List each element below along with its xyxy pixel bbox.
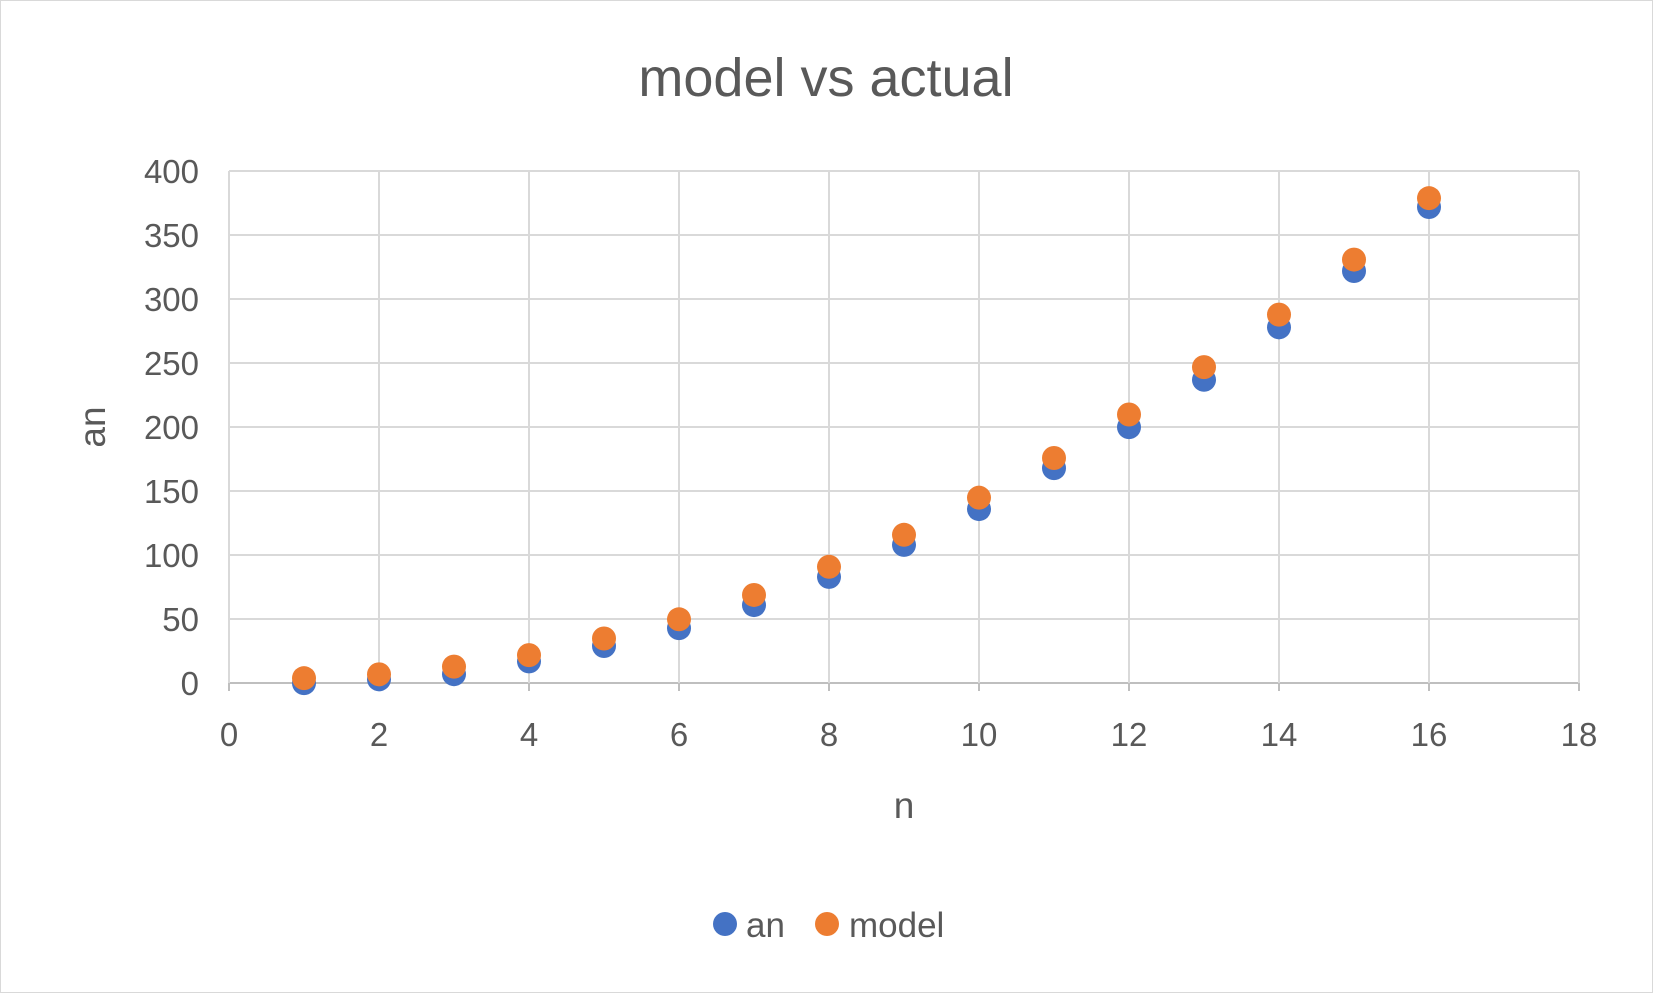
series-an xyxy=(292,195,1441,695)
x-tick-label: 10 xyxy=(961,716,998,753)
x-axis-label: n xyxy=(894,785,915,826)
legend-label-an: an xyxy=(746,906,785,945)
data-point-model xyxy=(1192,355,1216,379)
y-tick-label: 150 xyxy=(144,473,199,510)
data-point-model xyxy=(517,643,541,667)
data-point-model xyxy=(1117,402,1141,426)
data-point-model xyxy=(817,555,841,579)
y-tick-label: 50 xyxy=(162,601,199,638)
y-tick-label: 250 xyxy=(144,345,199,382)
legend-label-model: model xyxy=(849,906,944,945)
grid-lines xyxy=(229,171,1579,691)
x-tick-label: 16 xyxy=(1411,716,1448,753)
data-point-model xyxy=(667,607,691,631)
y-tick-label: 400 xyxy=(144,153,199,190)
series-model xyxy=(292,186,1441,690)
x-tick-labels: 0 2 4 6 8 10 12 14 16 18 xyxy=(220,716,1598,753)
y-tick-label: 0 xyxy=(181,665,199,702)
data-point-model xyxy=(1267,303,1291,327)
x-tick-label: 18 xyxy=(1561,716,1598,753)
x-tick-label: 14 xyxy=(1261,716,1298,753)
y-axis-label: an xyxy=(72,406,113,447)
data-point-model xyxy=(367,662,391,686)
x-tick-label: 0 xyxy=(220,716,238,753)
legend: an model xyxy=(713,906,944,945)
y-tick-label: 100 xyxy=(144,537,199,574)
legend-marker-an xyxy=(713,912,737,936)
x-tick-label: 12 xyxy=(1111,716,1148,753)
x-tick-label: 8 xyxy=(820,716,838,753)
y-tick-label: 350 xyxy=(144,217,199,254)
x-tick-label: 6 xyxy=(670,716,688,753)
data-point-model xyxy=(292,666,316,690)
data-point-model xyxy=(967,486,991,510)
data-point-model xyxy=(742,583,766,607)
x-tick-label: 2 xyxy=(370,716,388,753)
y-tick-label: 200 xyxy=(144,409,199,446)
data-point-model xyxy=(442,655,466,679)
data-point-model xyxy=(1342,248,1366,272)
data-point-model xyxy=(892,523,916,547)
data-point-model xyxy=(1417,186,1441,210)
y-tick-label: 300 xyxy=(144,281,199,318)
data-point-model xyxy=(592,626,616,650)
y-tick-labels: 0 50 100 150 200 250 300 350 400 xyxy=(144,153,199,702)
data-point-model xyxy=(1042,446,1066,470)
legend-marker-model xyxy=(815,912,839,936)
chart-title: model vs actual xyxy=(638,48,1013,108)
x-tick-label: 4 xyxy=(520,716,538,753)
